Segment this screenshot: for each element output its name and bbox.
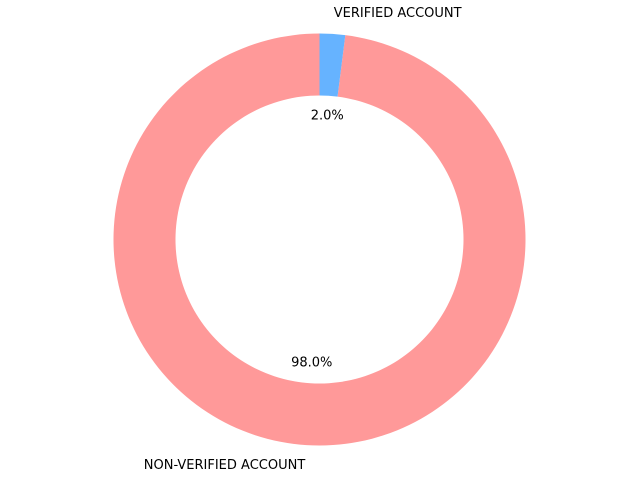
labels-layer: 98.0% NON-VERIFIED ACCOUNT 2.0% VERIFIED AC… <box>144 6 462 473</box>
pct-label-verified-account: 2.0% <box>311 109 344 124</box>
slice-label-verified-account: VERIFIED ACCOUNT <box>334 6 462 21</box>
slice-label-non-verified-account: NON-VERIFIED ACCOUNT <box>144 458 306 473</box>
slices-layer <box>113 33 526 446</box>
slice-verified-account <box>319 33 346 97</box>
slice-non-verified-account <box>113 33 526 446</box>
pct-label-non-verified-account: 98.0% <box>291 355 332 370</box>
